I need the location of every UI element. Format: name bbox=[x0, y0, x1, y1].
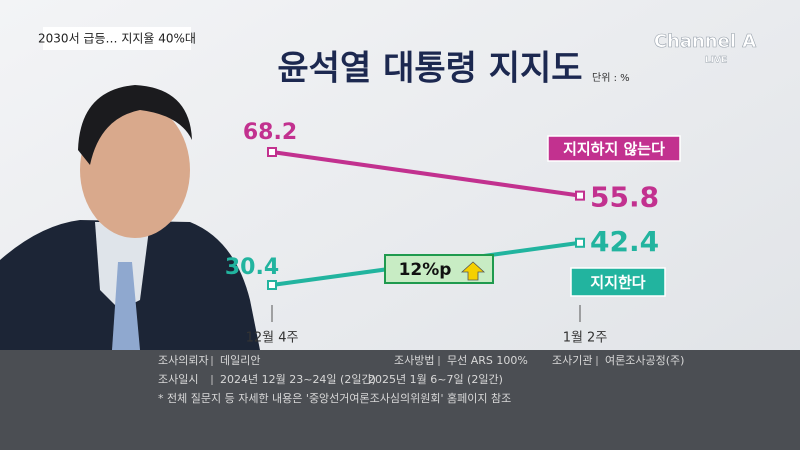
point-marker bbox=[267, 280, 277, 290]
annotation: 12%p bbox=[399, 260, 452, 280]
value-label: 68.2 bbox=[243, 120, 297, 145]
tag: 2030서 급등… 지지율 40%대 bbox=[38, 32, 196, 46]
photo bbox=[0, 85, 260, 350]
legend-label: 지지하지 않는다 bbox=[563, 140, 665, 158]
x-tick-label: 12월 4주 bbox=[246, 331, 299, 346]
point-marker bbox=[267, 147, 277, 157]
chart-title: 윤석열 대통령 지지도 bbox=[277, 49, 582, 89]
footer: 조사의뢰자 데일리안 조사방법 무선 ARS 100% 조사기관 여론조사공정(주) 조사일… bbox=[158, 353, 684, 405]
chart: 윤석열 대통령 지지도 단위 : % 12월 4주 1월 2주 68.2 55.8 지지… bbox=[225, 49, 681, 346]
footer-label: 조사일시 bbox=[158, 372, 198, 386]
footer-band bbox=[0, 350, 800, 450]
x-tick-label: 1월 2주 bbox=[563, 331, 608, 346]
footer-value: 무선 ARS 100% bbox=[447, 354, 528, 367]
footer-value: 여론조사공정(주) bbox=[605, 354, 684, 367]
unit-label: 단위 : % bbox=[592, 71, 630, 84]
series-line bbox=[271, 150, 581, 198]
footer-value: 2025년 1월 6~7일 (2일간) bbox=[368, 372, 503, 386]
value-label: 42.4 bbox=[590, 225, 659, 258]
footer-value: 데일리안 bbox=[220, 353, 260, 367]
point-marker bbox=[575, 190, 585, 201]
legend-label: 지지한다 bbox=[590, 274, 645, 292]
legend-box bbox=[547, 135, 681, 162]
footer-label: 조사방법 bbox=[394, 354, 434, 367]
footer-label: 조사의뢰자 bbox=[158, 354, 209, 367]
value-label: 30.4 bbox=[225, 255, 279, 280]
annotation-arrow bbox=[460, 261, 486, 281]
footer-label: 조사기관 bbox=[552, 354, 592, 367]
value-label: 55.8 bbox=[590, 181, 659, 214]
footer-note: * 전체 질문지 등 자세한 내용은 '중앙선거여론조사심의위원회' 홈페이지 … bbox=[158, 391, 511, 405]
footer-value: 2024년 12월 23~24일 (2일간) bbox=[220, 372, 376, 386]
tag-box bbox=[43, 27, 191, 50]
legend-box bbox=[570, 267, 666, 297]
logo: Channel A bbox=[654, 31, 756, 52]
live: LIVE bbox=[705, 56, 727, 66]
point-marker bbox=[575, 237, 585, 248]
